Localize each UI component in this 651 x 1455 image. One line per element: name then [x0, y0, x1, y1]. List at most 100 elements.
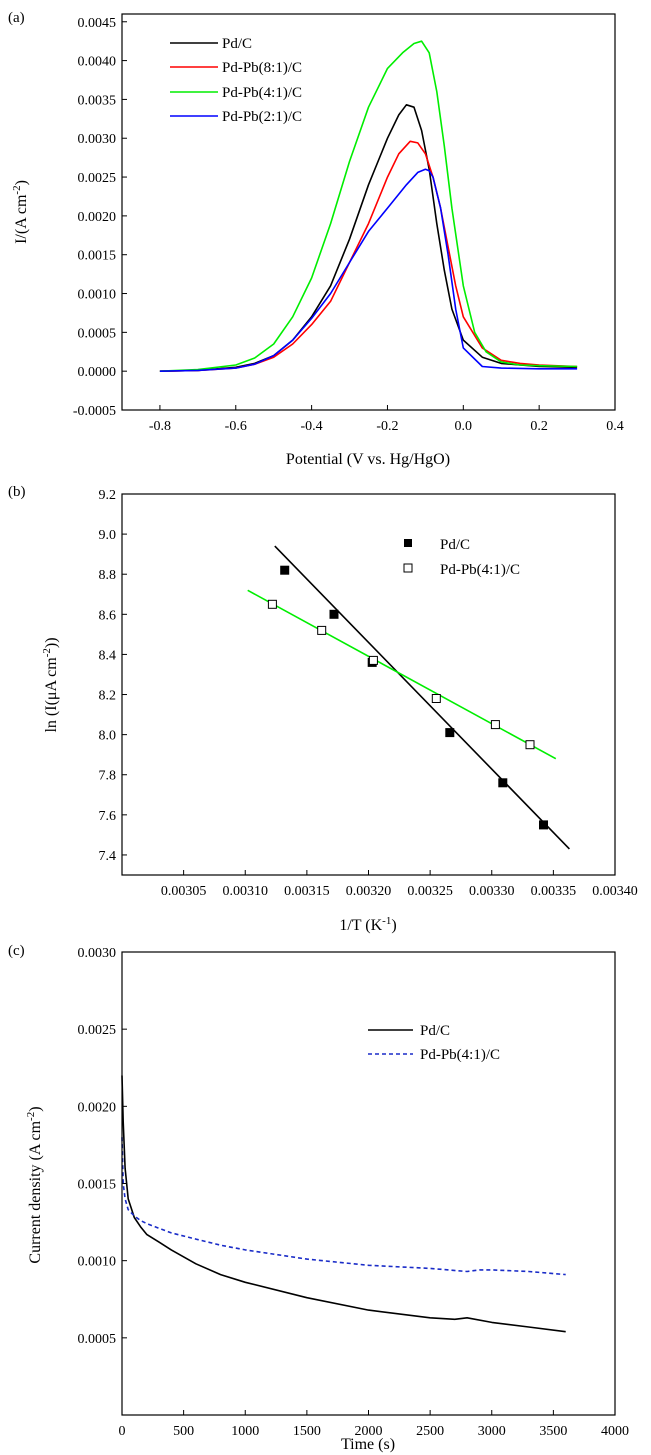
- axes-a: -0.8 -0.6 -0.4 -0.2 0.0 0.2 0.4 -0.0005 0.0000 0.…: [73, 16, 624, 434]
- y-tick-label-a: 0.0015: [78, 249, 117, 264]
- data-point-1-2-b: [368, 655, 378, 665]
- y-label-a-main: I/(A cm: [13, 194, 30, 244]
- legend-c: Pd/C Pd-Pb(4:1)/C: [368, 1023, 500, 1063]
- y-tick-label-b: 7.6: [99, 809, 117, 824]
- x-tick-label-c: 500: [173, 1424, 194, 1439]
- y-axis-label-b: ln (I(μA cm-2)): [41, 637, 60, 732]
- y-label-b-main: ln (I(μA cm: [43, 657, 60, 733]
- data-point-1-1-b: [317, 625, 327, 635]
- y-tick-label-a: 0.0000: [78, 365, 117, 380]
- y-tick-label-a: 0.0025: [78, 171, 117, 186]
- chart-a: (a) -0.8 -0.6 -0.4 -0.2 0.0 0.2 0.4 -0.0005 0.00…: [8, 10, 624, 468]
- y-tick-label-a: 0.0045: [78, 16, 117, 31]
- chart-b: (b) 0.00305 0.00310 0.00315 0.00320 0.00325 0…: [8, 484, 638, 934]
- data-point-1-3-b: [431, 694, 441, 703]
- panel-label-b: (b): [8, 484, 26, 500]
- y-tick-label-c: 0.0025: [78, 1023, 117, 1038]
- x-tick-label-a: -0.8: [149, 419, 171, 434]
- x-tick-label-b: 0.00330: [469, 884, 515, 899]
- legend-a: Pd/C Pd-Pb(8:1)/C Pd-Pb(4:1)/C Pd-Pb(2:1…: [170, 36, 302, 125]
- y-tick-label-a: 0.0040: [78, 55, 117, 70]
- y-axis-label-c: Current density (A cm-2): [25, 1106, 44, 1263]
- legend-label-pd-c-c: Pd/C: [420, 1023, 450, 1039]
- y-label-a-sup: -2: [11, 185, 23, 194]
- y-tick-label-a: 0.0020: [78, 210, 117, 225]
- series-line-0-c: [121, 1075, 566, 1333]
- legend-b: Pd/C Pd-Pb(4:1)/C: [403, 537, 520, 578]
- y-tick-label-b: 8.4: [99, 648, 117, 663]
- series-line-3-a: [159, 168, 578, 372]
- y-tick-label-b: 8.0: [99, 729, 117, 744]
- x-tick-label-a: -0.4: [301, 419, 323, 434]
- y-tick-label-b: 7.4: [99, 849, 117, 864]
- y-label-c-main: Current density (A cm: [27, 1120, 44, 1263]
- legend-label-pd-pb-4-1-b: Pd-Pb(4:1)/C: [440, 562, 520, 578]
- plot-area-a: [159, 40, 578, 372]
- plot-frame-c: [121, 951, 616, 1416]
- legend-label-pd-c: Pd/C: [222, 36, 252, 52]
- legend-label-pd-c-b: Pd/C: [440, 537, 470, 553]
- data-point-1-4-b: [490, 720, 500, 730]
- x-tick-label-c: 2500: [416, 1424, 444, 1439]
- x-tick-label-a: 0.4: [606, 419, 624, 434]
- series-line-0-a: [159, 104, 578, 372]
- panel-label-a: (a): [8, 10, 25, 26]
- legend-label-pd-pb-2-1: Pd-Pb(2:1)/C: [222, 109, 302, 125]
- x-tick-label-c: 3500: [539, 1424, 567, 1439]
- plot-frame-b: [121, 493, 616, 876]
- x-tick-label-b: 0.00315: [284, 884, 330, 899]
- x-label-b-sup: -1: [382, 915, 391, 927]
- data-point-0-5-b: [539, 820, 548, 830]
- chart-c: (c) 0 500 1000 1500 2000 2500 3000 3500 4000 0.00…: [8, 943, 629, 1453]
- x-tick-label-b: 0.00310: [223, 884, 269, 899]
- y-label-b-sup: -2: [41, 648, 53, 657]
- y-label-c-sup: -2: [25, 1112, 37, 1121]
- x-tick-label-a: -0.6: [225, 419, 247, 434]
- plot-area-c: [121, 1075, 566, 1333]
- y-tick-label-b: 8.6: [99, 608, 117, 623]
- legend-marker-pd-pb-4-1-b: [403, 563, 413, 573]
- x-tick-label-a: 0.2: [530, 419, 548, 434]
- plot-area-b: [247, 545, 570, 850]
- x-tick-label-a: -0.2: [376, 419, 398, 434]
- legend-label-pd-pb-4-1: Pd-Pb(4:1)/C: [222, 85, 302, 101]
- x-tick-label-c: 3000: [478, 1424, 506, 1439]
- y-tick-label-c: 0.0015: [78, 1178, 117, 1193]
- y-tick-label-b: 8.2: [99, 689, 117, 704]
- x-tick-label-c: 1000: [231, 1424, 259, 1439]
- y-tick-label-a: -0.0005: [73, 404, 116, 419]
- x-tick-label-b: 0.00340: [592, 884, 638, 899]
- fit-line-0-b: [274, 545, 570, 850]
- data-point-1-0-b: [267, 599, 277, 609]
- plot-frame-a: [121, 13, 616, 411]
- y-tick-label-a: 0.0035: [78, 93, 117, 108]
- y-tick-label-a: 0.0030: [78, 132, 117, 147]
- data-point-0-3-b: [445, 728, 455, 738]
- x-tick-label-b: 0.00305: [161, 884, 207, 899]
- y-tick-label-b: 8.8: [99, 568, 117, 583]
- y-tick-label-c: 0.0005: [78, 1332, 117, 1347]
- x-label-b-main: 1/T (K: [339, 917, 382, 934]
- y-label-c-tail: ): [27, 1106, 44, 1111]
- y-tick-label-a: 0.0005: [78, 326, 117, 341]
- legend-label-pd-pb-4-1-c: Pd-Pb(4:1)/C: [420, 1047, 500, 1063]
- data-point-1-5-b: [525, 740, 535, 750]
- data-point-0-0-b: [280, 565, 290, 575]
- data-point-0-1-b: [329, 609, 339, 619]
- y-label-b-tail: )): [43, 637, 60, 648]
- x-tick-label-c: 4000: [601, 1424, 629, 1439]
- series-line-2-a: [159, 40, 578, 372]
- x-label-b-tail: ): [391, 917, 396, 934]
- fit-line-1-b: [247, 589, 557, 760]
- x-axis-label-a: Potential (V vs. Hg/HgO): [286, 451, 450, 468]
- data-point-0-4-b: [498, 778, 508, 788]
- series-line-1-c: [121, 1137, 566, 1276]
- x-tick-label-c: 1500: [293, 1424, 321, 1439]
- y-label-a-tail: ): [13, 180, 30, 185]
- axes-c: 0 500 1000 1500 2000 2500 3000 3500 4000 0.0005 0.…: [78, 946, 630, 1439]
- x-tick-label-b: 0.00335: [531, 884, 577, 899]
- x-tick-label-c: 0: [119, 1424, 126, 1439]
- series-line-1-a: [159, 140, 578, 372]
- legend-marker-pd-c-b: [404, 539, 412, 547]
